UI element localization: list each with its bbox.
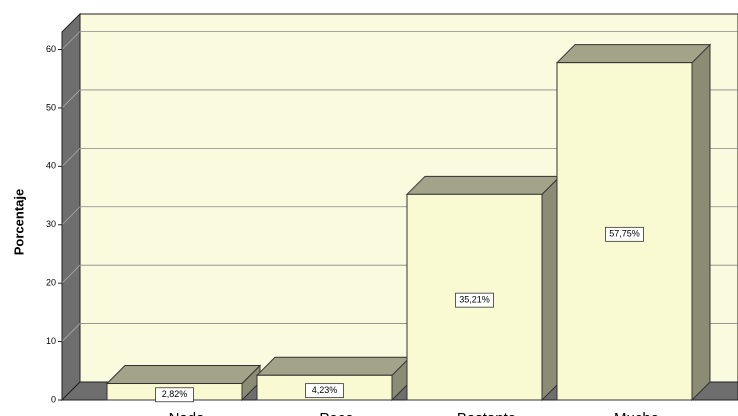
x-tick-label: Bastante (457, 410, 516, 416)
grid-line (61, 31, 81, 50)
left-wall (61, 12, 81, 402)
y-tick-label: 20 (46, 278, 56, 288)
grid-line (61, 148, 81, 167)
y-tick-label: 60 (46, 44, 56, 54)
value-label-box (455, 292, 494, 308)
bar-side (691, 43, 711, 402)
grid-line (61, 323, 81, 342)
y-tick-label: 30 (46, 219, 56, 229)
value-label-box (605, 226, 644, 242)
bar-top (255, 356, 412, 376)
y-tick-label: 40 (46, 161, 56, 171)
y-axis-title: Porcentaje (11, 189, 26, 255)
value-label: 4,23% (312, 385, 338, 395)
bar-top (105, 365, 262, 385)
value-label: 57,75% (609, 229, 640, 239)
value-label: 35,21% (459, 295, 490, 305)
value-label: 2,82% (162, 389, 188, 399)
y-tick-label: 10 (46, 336, 56, 346)
bar-top (555, 44, 712, 64)
grid-line (61, 264, 81, 284)
grid-line (61, 89, 81, 109)
value-label-box (305, 383, 344, 399)
bar-top (405, 175, 562, 195)
grid-line (61, 206, 81, 226)
y-tick-label: 0 (51, 394, 56, 404)
y-tick-label: 50 (46, 102, 56, 112)
x-tick-label: Nada (169, 410, 206, 416)
x-tick-label: Mucho (614, 410, 659, 416)
x-tick-label: Poco (319, 410, 353, 416)
value-label-box (155, 387, 194, 403)
